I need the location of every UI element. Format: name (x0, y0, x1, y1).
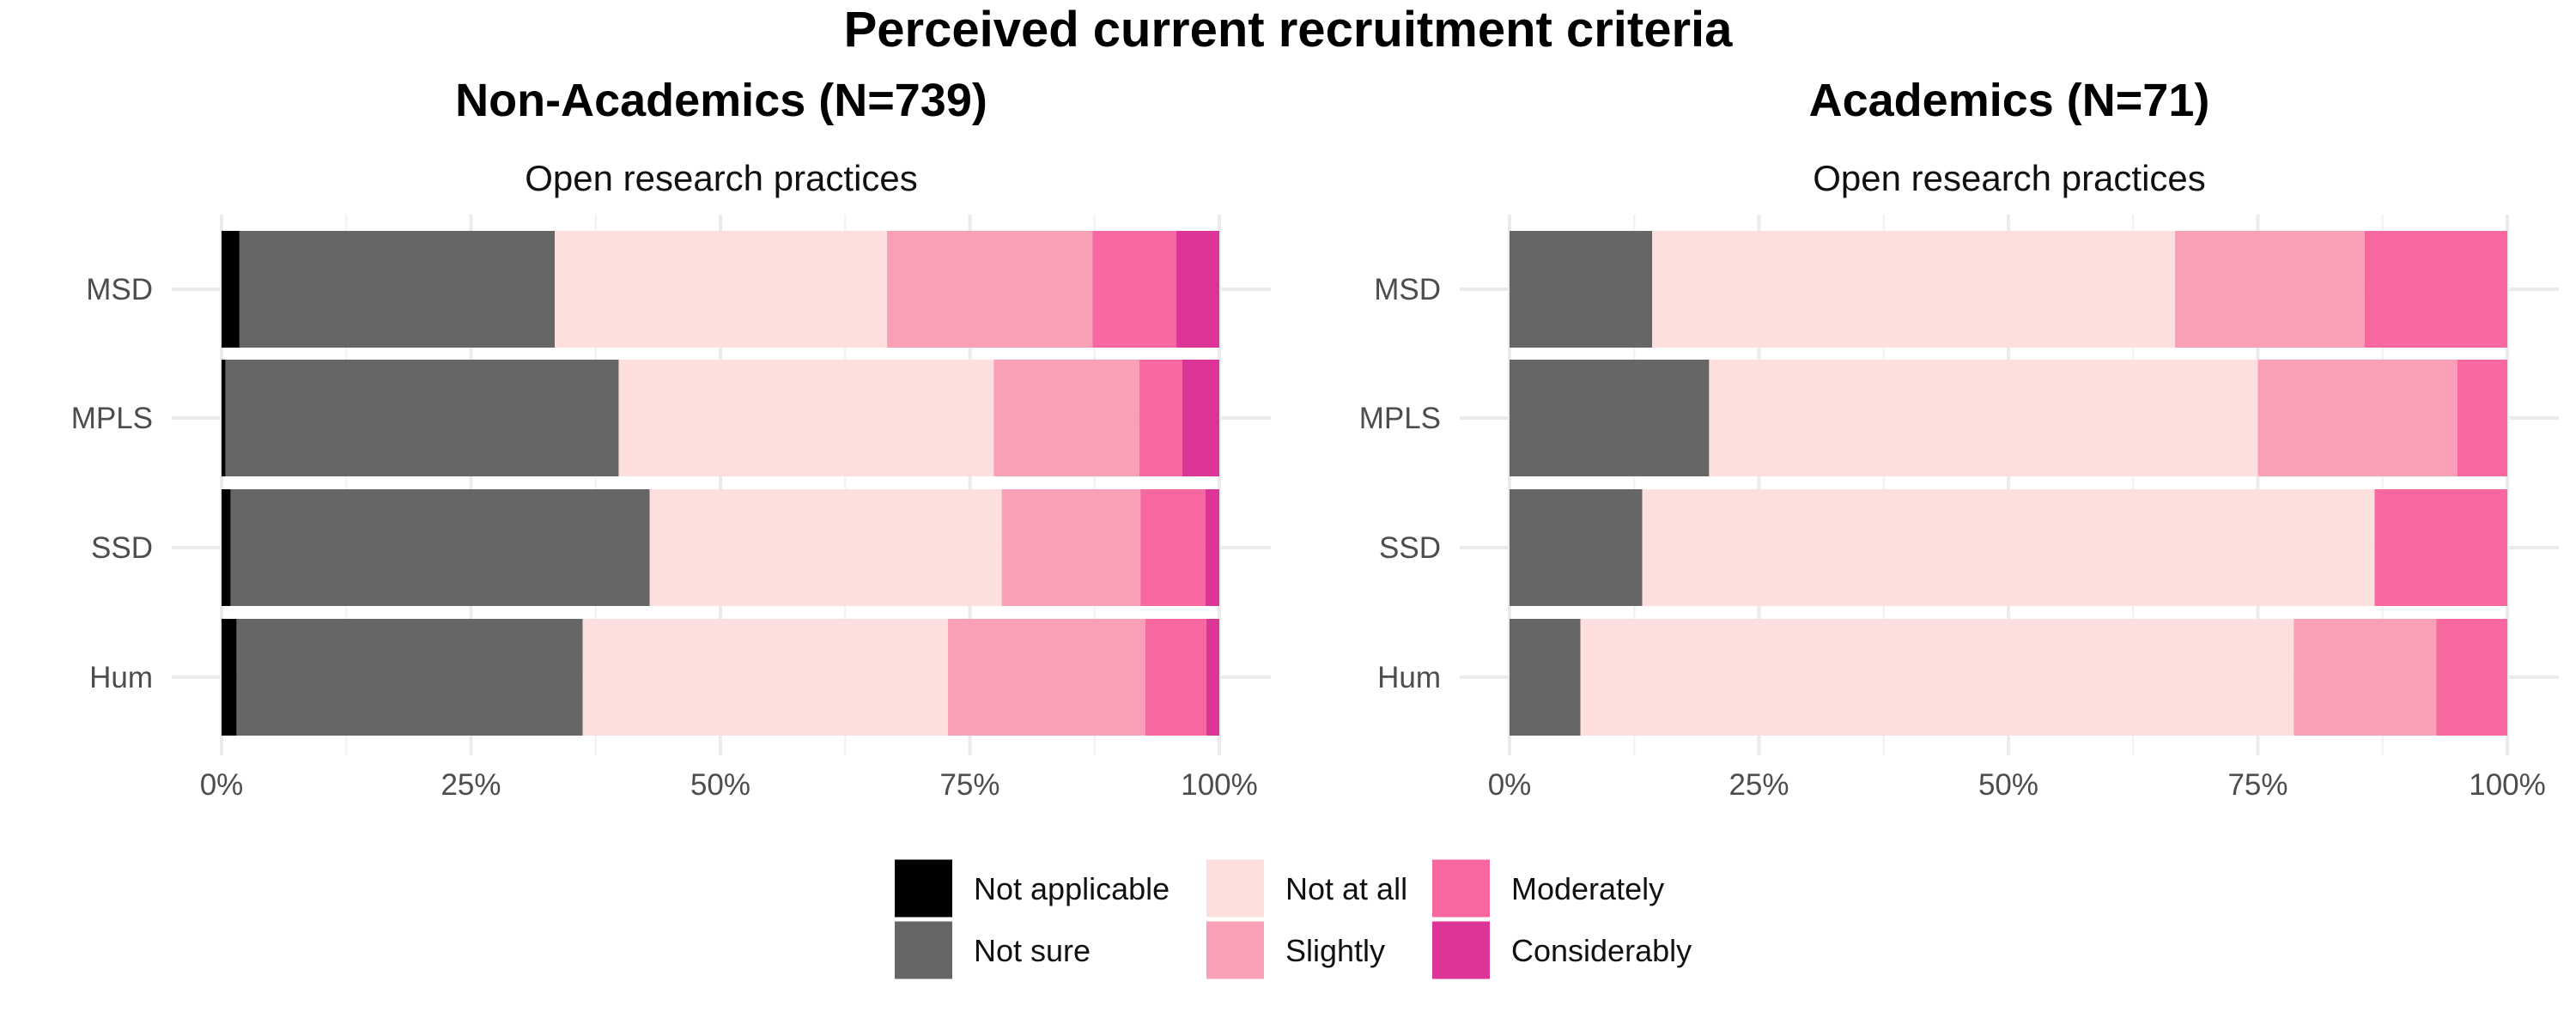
x-tick-label: 75% (2227, 768, 2287, 802)
bar-ssd-not-at-all (1642, 489, 2375, 606)
bar-hum-moderately (2436, 619, 2507, 736)
x-tick-label: 75% (939, 768, 999, 802)
y-tick-label: Hum (89, 661, 153, 694)
legend-swatch (1432, 859, 1490, 918)
bars (222, 231, 1219, 736)
y-tick-label: MSD (1374, 273, 1441, 306)
bar-mpls-not-at-all (1709, 360, 2258, 476)
bar-ssd-moderately (1140, 489, 1206, 606)
y-tick-label: Hum (1377, 661, 1441, 694)
bar-hum-slightly (947, 619, 1146, 736)
legend-item-considerably: Considerably (1432, 921, 1692, 979)
y-tick-label: MPLS (1359, 402, 1441, 435)
x-tick-label: 50% (1978, 768, 2038, 802)
bar-mpls-considerably (1182, 360, 1219, 476)
x-axis: 0% 25% 50% 75% 100% (200, 768, 1258, 802)
legend-label: Not applicable (974, 871, 1170, 906)
bar-msd-slightly (887, 231, 1093, 348)
y-tick-label: MPLS (71, 402, 153, 435)
chart-panel-2: Academics (N=71) Open research practices M… (1359, 75, 2559, 802)
bar-mpls-moderately (2457, 360, 2507, 476)
y-tick-label: SSD (1379, 531, 1441, 565)
bar-hum-not-sure (1510, 619, 1581, 736)
bar-mpls-moderately (1139, 360, 1183, 476)
bar-ssd-moderately (2374, 489, 2507, 606)
panel-title: Non-Academics (N=739) (455, 75, 987, 126)
bar-hum-not-sure (236, 619, 583, 736)
panel-subtitle: Open research practices (525, 158, 918, 198)
bar-msd-not-at-all (1652, 231, 2176, 348)
y-axis: MSD MPLS SSD Hum (71, 273, 153, 694)
legend-label: Not at all (1285, 871, 1407, 906)
legend-item-not-applicable: Not applicable (895, 859, 1170, 918)
bar-hum-moderately (1145, 619, 1206, 736)
x-tick-label: 0% (1488, 768, 1532, 802)
panel-title: Academics (N=71) (1809, 75, 2210, 126)
bar-msd-not-applicable (222, 231, 240, 348)
bar-hum-not-applicable (222, 619, 237, 736)
bar-mpls-not-applicable (222, 360, 226, 476)
legend-swatch (1206, 859, 1264, 918)
legend-swatch (1206, 921, 1264, 979)
bars (1510, 231, 2507, 736)
bar-mpls-not-sure (225, 360, 619, 476)
bar-msd-not-sure (1510, 231, 1653, 348)
legend-label: Slightly (1285, 933, 1385, 968)
bar-ssd-slightly (1001, 489, 1141, 606)
x-tick-label: 100% (2469, 768, 2546, 802)
bar-mpls-not-sure (1510, 360, 1710, 476)
bar-msd-moderately (1092, 231, 1177, 348)
bar-ssd-not-applicable (222, 489, 231, 606)
legend-swatch (895, 921, 952, 979)
bar-ssd-not-sure (230, 489, 650, 606)
legend-label: Considerably (1511, 933, 1692, 968)
legend-label: Not sure (974, 933, 1091, 968)
chart-panel-1: Non-Academics (N=739) Open research pract… (71, 75, 1271, 802)
bar-hum-considerably (1206, 619, 1219, 736)
figure-title: Perceived current recruitment criteria (844, 2, 1734, 58)
bar-ssd-not-sure (1510, 489, 1643, 606)
bar-msd-slightly (2175, 231, 2365, 348)
bar-hum-slightly (2293, 619, 2437, 736)
legend: Not applicable Not sure Not at all Slightly… (895, 859, 1692, 979)
legend-label: Moderately (1511, 871, 1664, 906)
chart-panels: Non-Academics (N=739) Open research pract… (71, 75, 2559, 802)
bar-mpls-not-at-all (618, 360, 994, 476)
legend-item-not-at-all: Not at all (1206, 859, 1407, 918)
x-axis: 0% 25% 50% 75% 100% (1488, 768, 2546, 802)
x-tick-label: 25% (440, 768, 501, 802)
bar-ssd-considerably (1205, 489, 1219, 606)
bar-mpls-slightly (2257, 360, 2458, 476)
bar-hum-not-at-all (582, 619, 948, 736)
legend-item-moderately: Moderately (1432, 859, 1664, 918)
bar-ssd-not-at-all (649, 489, 1002, 606)
y-axis: MSD MPLS SSD Hum (1359, 273, 1441, 694)
y-tick-label: SSD (91, 531, 153, 565)
legend-swatch (895, 859, 952, 918)
x-tick-label: 0% (200, 768, 244, 802)
bar-msd-considerably (1176, 231, 1219, 348)
bar-msd-moderately (2364, 231, 2507, 348)
x-tick-label: 100% (1181, 768, 1258, 802)
bar-hum-not-at-all (1580, 619, 2294, 736)
bar-mpls-slightly (993, 360, 1140, 476)
legend-item-not-sure: Not sure (895, 921, 1091, 979)
x-tick-label: 50% (690, 768, 750, 802)
y-tick-label: MSD (86, 273, 153, 306)
bar-msd-not-sure (239, 231, 556, 348)
legend-swatch (1432, 921, 1490, 979)
x-tick-label: 25% (1728, 768, 1789, 802)
bar-msd-not-at-all (555, 231, 888, 348)
panel-subtitle: Open research practices (1813, 158, 2206, 198)
legend-item-slightly: Slightly (1206, 921, 1385, 979)
